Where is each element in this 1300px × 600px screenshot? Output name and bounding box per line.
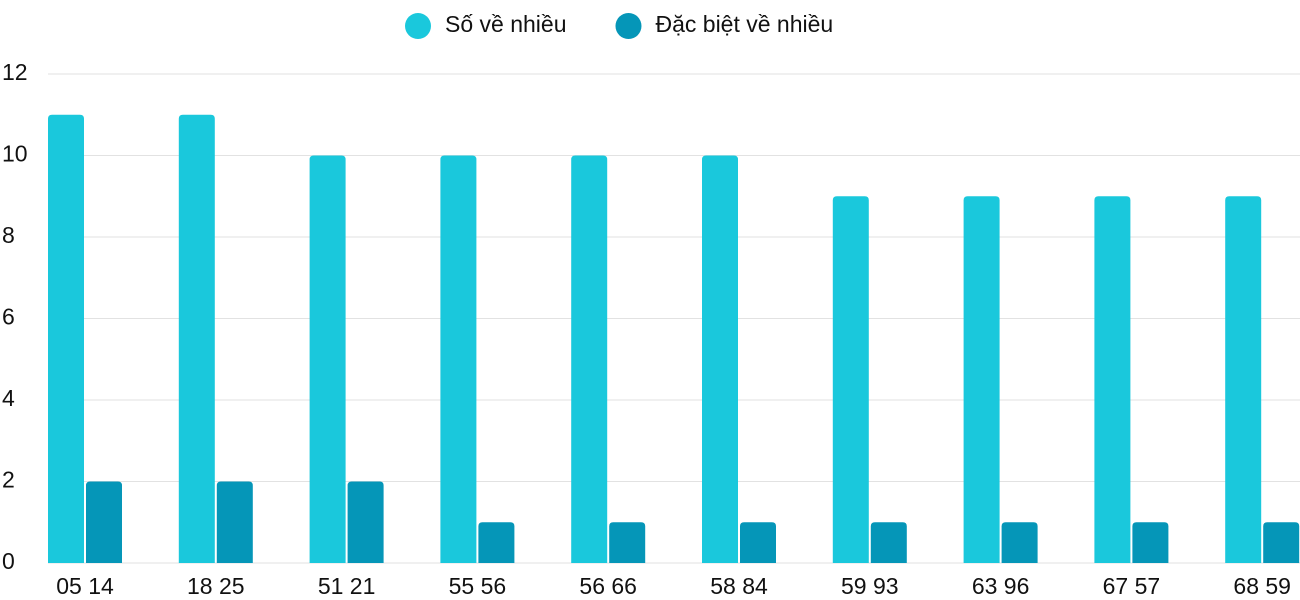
bar bbox=[1132, 522, 1169, 563]
x-tick-label: 67 57 bbox=[1103, 573, 1161, 599]
bar bbox=[48, 114, 84, 563]
legend-label: Số về nhiều bbox=[445, 11, 566, 37]
y-tick-label: 12 bbox=[2, 59, 28, 85]
x-tick-label: 68 59 bbox=[1233, 573, 1291, 599]
legend-label: Đặc biệt về nhiều bbox=[655, 11, 833, 37]
y-tick-label: 10 bbox=[2, 141, 28, 167]
bar bbox=[1225, 196, 1262, 563]
legend-marker bbox=[615, 13, 642, 39]
bar bbox=[832, 196, 869, 563]
x-tick-label: 56 66 bbox=[579, 573, 637, 599]
x-tick-label: 51 21 bbox=[318, 573, 376, 599]
y-tick-label: 4 bbox=[2, 385, 15, 411]
x-tick-label: 05 14 bbox=[56, 573, 114, 599]
y-tick-label: 0 bbox=[2, 548, 15, 574]
bar bbox=[1263, 522, 1300, 563]
y-tick-label: 2 bbox=[2, 467, 15, 493]
x-tick-label: 58 84 bbox=[710, 573, 768, 599]
x-tick-label: 59 93 bbox=[841, 573, 899, 599]
bar bbox=[216, 481, 253, 563]
bar bbox=[963, 196, 1000, 563]
bar bbox=[571, 155, 608, 563]
bar bbox=[1094, 196, 1131, 563]
bar bbox=[440, 155, 477, 563]
bar bbox=[740, 522, 776, 563]
legend-marker bbox=[405, 13, 431, 39]
bar bbox=[1001, 522, 1038, 563]
bar bbox=[309, 155, 346, 563]
x-tick-label: 63 96 bbox=[972, 573, 1030, 599]
bar bbox=[478, 522, 515, 563]
bar bbox=[870, 522, 907, 563]
x-tick-label: 55 56 bbox=[449, 573, 507, 599]
y-tick-label: 6 bbox=[2, 304, 15, 330]
bar bbox=[347, 481, 384, 563]
bar bbox=[178, 114, 215, 563]
y-tick-label: 8 bbox=[2, 222, 15, 248]
bar bbox=[702, 155, 738, 563]
x-tick-label: 18 25 bbox=[187, 573, 245, 599]
bar bbox=[86, 481, 122, 563]
bar bbox=[609, 522, 646, 563]
